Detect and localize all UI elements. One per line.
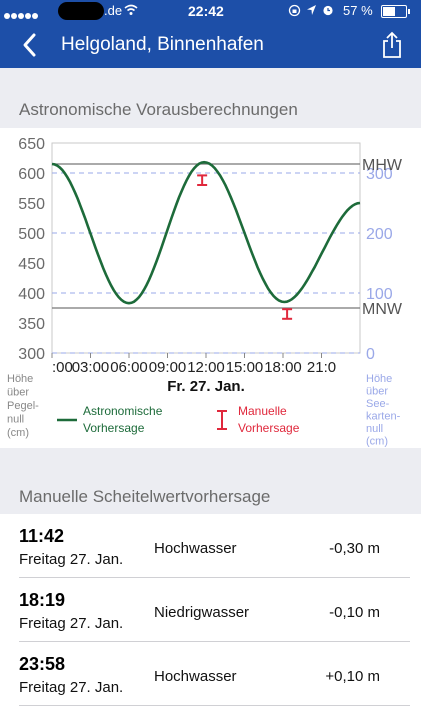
chevron-left-icon — [23, 33, 36, 57]
status-bar: .de 22:42 57 % — [0, 0, 421, 22]
right-axis-label: über — [366, 386, 388, 398]
manual-forecast-point — [197, 174, 208, 186]
reference-label: MNW — [362, 301, 403, 318]
y-tick-label: 400 — [18, 286, 45, 303]
row-divider — [19, 577, 410, 578]
legend-manual-label: Manuelle — [238, 404, 287, 418]
row-divider — [19, 641, 410, 642]
left-axis-label: Pegel- — [7, 400, 39, 412]
right-y-tick-label: 0 — [366, 346, 375, 363]
y-tick-label: 500 — [18, 226, 45, 243]
row-delta: +0,10 m — [325, 668, 380, 685]
forecast-section-title: Astronomische Vorausberechnungen — [19, 100, 298, 119]
row-type: Niedrigwasser — [154, 604, 250, 621]
row-time: 18:19 — [19, 590, 66, 610]
manual-section-header — [0, 448, 421, 514]
right-axis-label: null — [366, 423, 383, 435]
legend-astro-label: Vorhersage — [83, 421, 145, 435]
x-axis-date-label: Fr. 27. Jan. — [167, 378, 245, 395]
row-type: Hochwasser — [154, 540, 237, 557]
row-date: Freitag 27. Jan. — [19, 551, 124, 568]
carrier-label: .de — [104, 3, 123, 18]
redacted-carrier — [58, 2, 104, 20]
wifi-icon — [124, 4, 138, 19]
x-tick-label: 18:00 — [264, 359, 302, 376]
astronomical-forecast-line — [51, 160, 361, 305]
row-delta: -0,30 m — [329, 540, 380, 557]
left-axis-label: über — [7, 387, 29, 399]
x-tick-label: 09:00 — [149, 359, 187, 376]
row-date: Freitag 27. Jan. — [19, 615, 124, 632]
x-tick-label: 21:0 — [307, 359, 336, 376]
signal-icon — [4, 7, 39, 22]
battery-percent: 57 % — [343, 3, 373, 18]
row-divider — [19, 705, 410, 706]
manual-section-title: Manuelle Scheitelwertvorhersage — [19, 487, 271, 506]
row-time: 23:58 — [19, 654, 66, 674]
page-title: Helgoland, Binnenhafen — [61, 34, 264, 55]
row-delta: -0,10 m — [329, 604, 380, 621]
legend-manual-label: Vorhersage — [238, 421, 300, 435]
right-axis-label: See- — [366, 398, 390, 410]
right-y-tick-label: 300 — [366, 166, 393, 183]
table-row[interactable]: 11:42 Freitag 27. Jan. Hochwasser -0,30 … — [0, 514, 410, 578]
x-tick-label: 06:00 — [110, 359, 148, 376]
tide-chart: 300 350 400 450 500 550 600 650 0 100 200 300 MHW MNW… — [0, 128, 410, 448]
x-tick-label: 15:00 — [226, 359, 264, 376]
x-tick-label: :00 — [52, 359, 73, 376]
y-tick-label: 300 — [18, 346, 45, 363]
forecast-section-header — [0, 68, 421, 128]
table-row[interactable]: 23:58 Freitag 27. Jan. Hochwasser +0,10 … — [0, 642, 410, 706]
reference-label: MHW — [362, 157, 403, 174]
x-tick-label: 03:00 — [72, 359, 110, 376]
right-y-tick-label: 200 — [366, 226, 393, 243]
navigation-bar: Helgoland, Binnenhafen — [0, 22, 421, 68]
row-type: Hochwasser — [154, 668, 237, 685]
battery-icon — [381, 5, 410, 18]
row-date: Freitag 27. Jan. — [19, 679, 124, 696]
clock: 22:42 — [188, 3, 224, 19]
row-time: 11:42 — [19, 526, 65, 546]
left-axis-label: (cm) — [7, 427, 29, 439]
location-icon — [306, 4, 317, 19]
tide-chart-svg: 3003504004505005506006500100200300MHWMNW… — [0, 128, 410, 448]
right-axis-label: karten- — [366, 411, 401, 423]
right-axis-label: Höhe — [366, 373, 392, 385]
y-tick-label: 650 — [18, 136, 45, 153]
share-button[interactable] — [379, 30, 405, 60]
table-row[interactable]: 18:19 Freitag 27. Jan. Niedrigwasser -0,… — [0, 578, 410, 642]
y-tick-label: 350 — [18, 316, 45, 333]
legend-astro-label: Astronomische — [83, 404, 163, 418]
left-axis-label: Höhe — [7, 373, 33, 385]
right-axis-label: (cm) — [366, 436, 388, 448]
y-tick-label: 550 — [18, 196, 45, 213]
right-y-tick-label: 100 — [366, 286, 393, 303]
alarm-icon — [322, 4, 334, 19]
y-tick-label: 600 — [18, 166, 45, 183]
back-button[interactable] — [18, 30, 46, 60]
manual-forecast-point — [282, 308, 293, 320]
y-tick-label: 450 — [18, 256, 45, 273]
share-icon — [383, 31, 401, 58]
left-axis-label: null — [7, 414, 24, 426]
orientation-lock-icon — [288, 4, 301, 20]
x-tick-label: 12:00 — [187, 359, 225, 376]
